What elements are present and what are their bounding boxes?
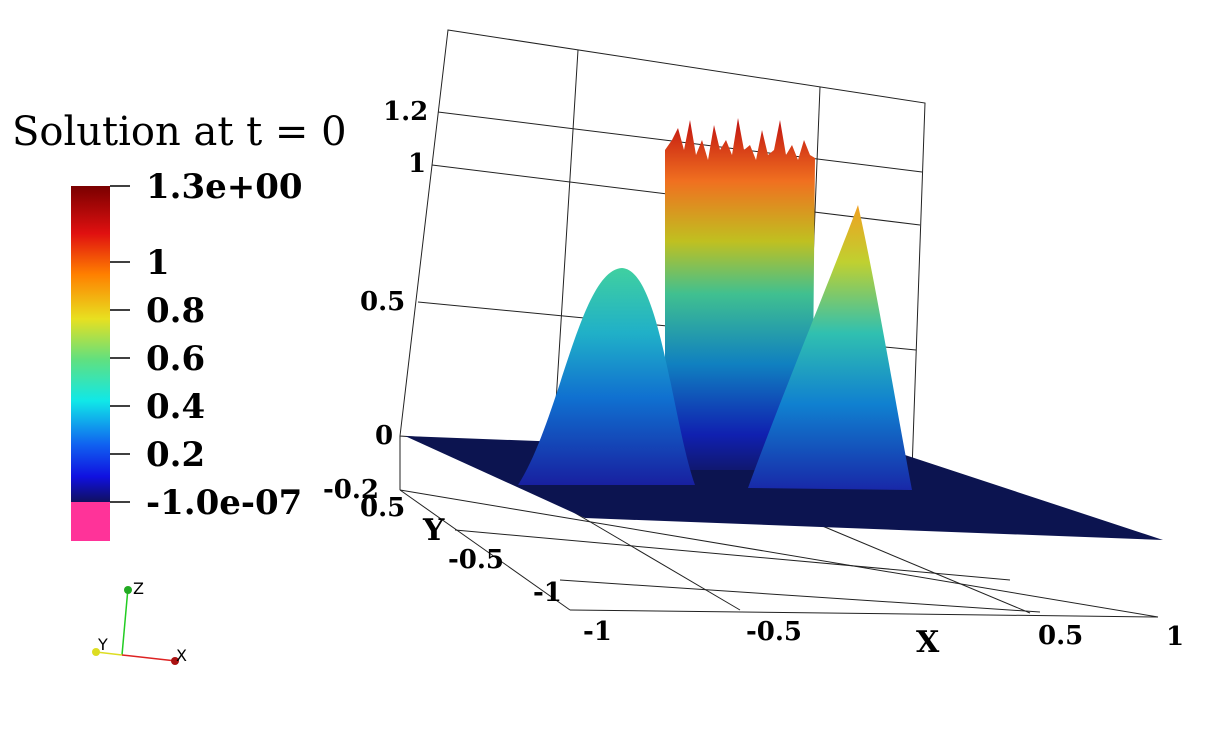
y-tick-label: -0.5 [448,545,504,575]
z-tick-label: 1.2 [383,97,428,127]
z-tick-label: 0.5 [360,287,405,317]
z-tick-label: 1 [408,149,426,179]
legend-title: Solution at t = 0 [12,109,347,155]
cylinder-bump [665,118,815,470]
y-axis: 0.5 Y -0.5 -1 [360,493,562,608]
x-tick-label: 1 [1166,622,1184,652]
axis-label: X [176,646,187,665]
y-tick-label: -1 [533,578,562,608]
legend-label: 1.3e+00 [146,167,303,207]
orientation-axes: Z Y X [92,579,187,665]
y-axis-title: Y [422,513,445,548]
z-tick-label: -0.2 [323,475,379,505]
x-tick-label: 0.5 [1038,621,1083,651]
legend-label: 0.4 [146,387,205,427]
surface [405,118,1163,540]
z-axis: 1.2 1 0.5 0 -0.2 [323,97,428,505]
gaussian-hump [518,268,695,485]
legend-label: -1.0e-07 [146,483,302,523]
z-tick-label: 0 [375,421,393,451]
legend-label: 0.8 [146,291,205,331]
x-tick-label: -1 [583,617,612,647]
axis-label: Z [133,579,144,598]
nan-swatch [71,502,110,541]
axis-label: Y [97,635,108,654]
x-axis: -1 -0.5 X 0.5 1 [583,617,1184,660]
legend-label: 1 [146,243,170,283]
legend-label: 0.2 [146,435,205,475]
x-axis-title: X [916,625,940,660]
legend-label: 0.6 [146,339,205,379]
color-bar [71,186,110,502]
color-legend: 1.3e+00 1 0.8 0.6 0.4 0.2 -1.0e-07 [71,167,303,541]
cone-hump [748,205,912,490]
x-tick-label: -0.5 [746,617,802,647]
y-tick-label: 0.5 [360,493,405,523]
